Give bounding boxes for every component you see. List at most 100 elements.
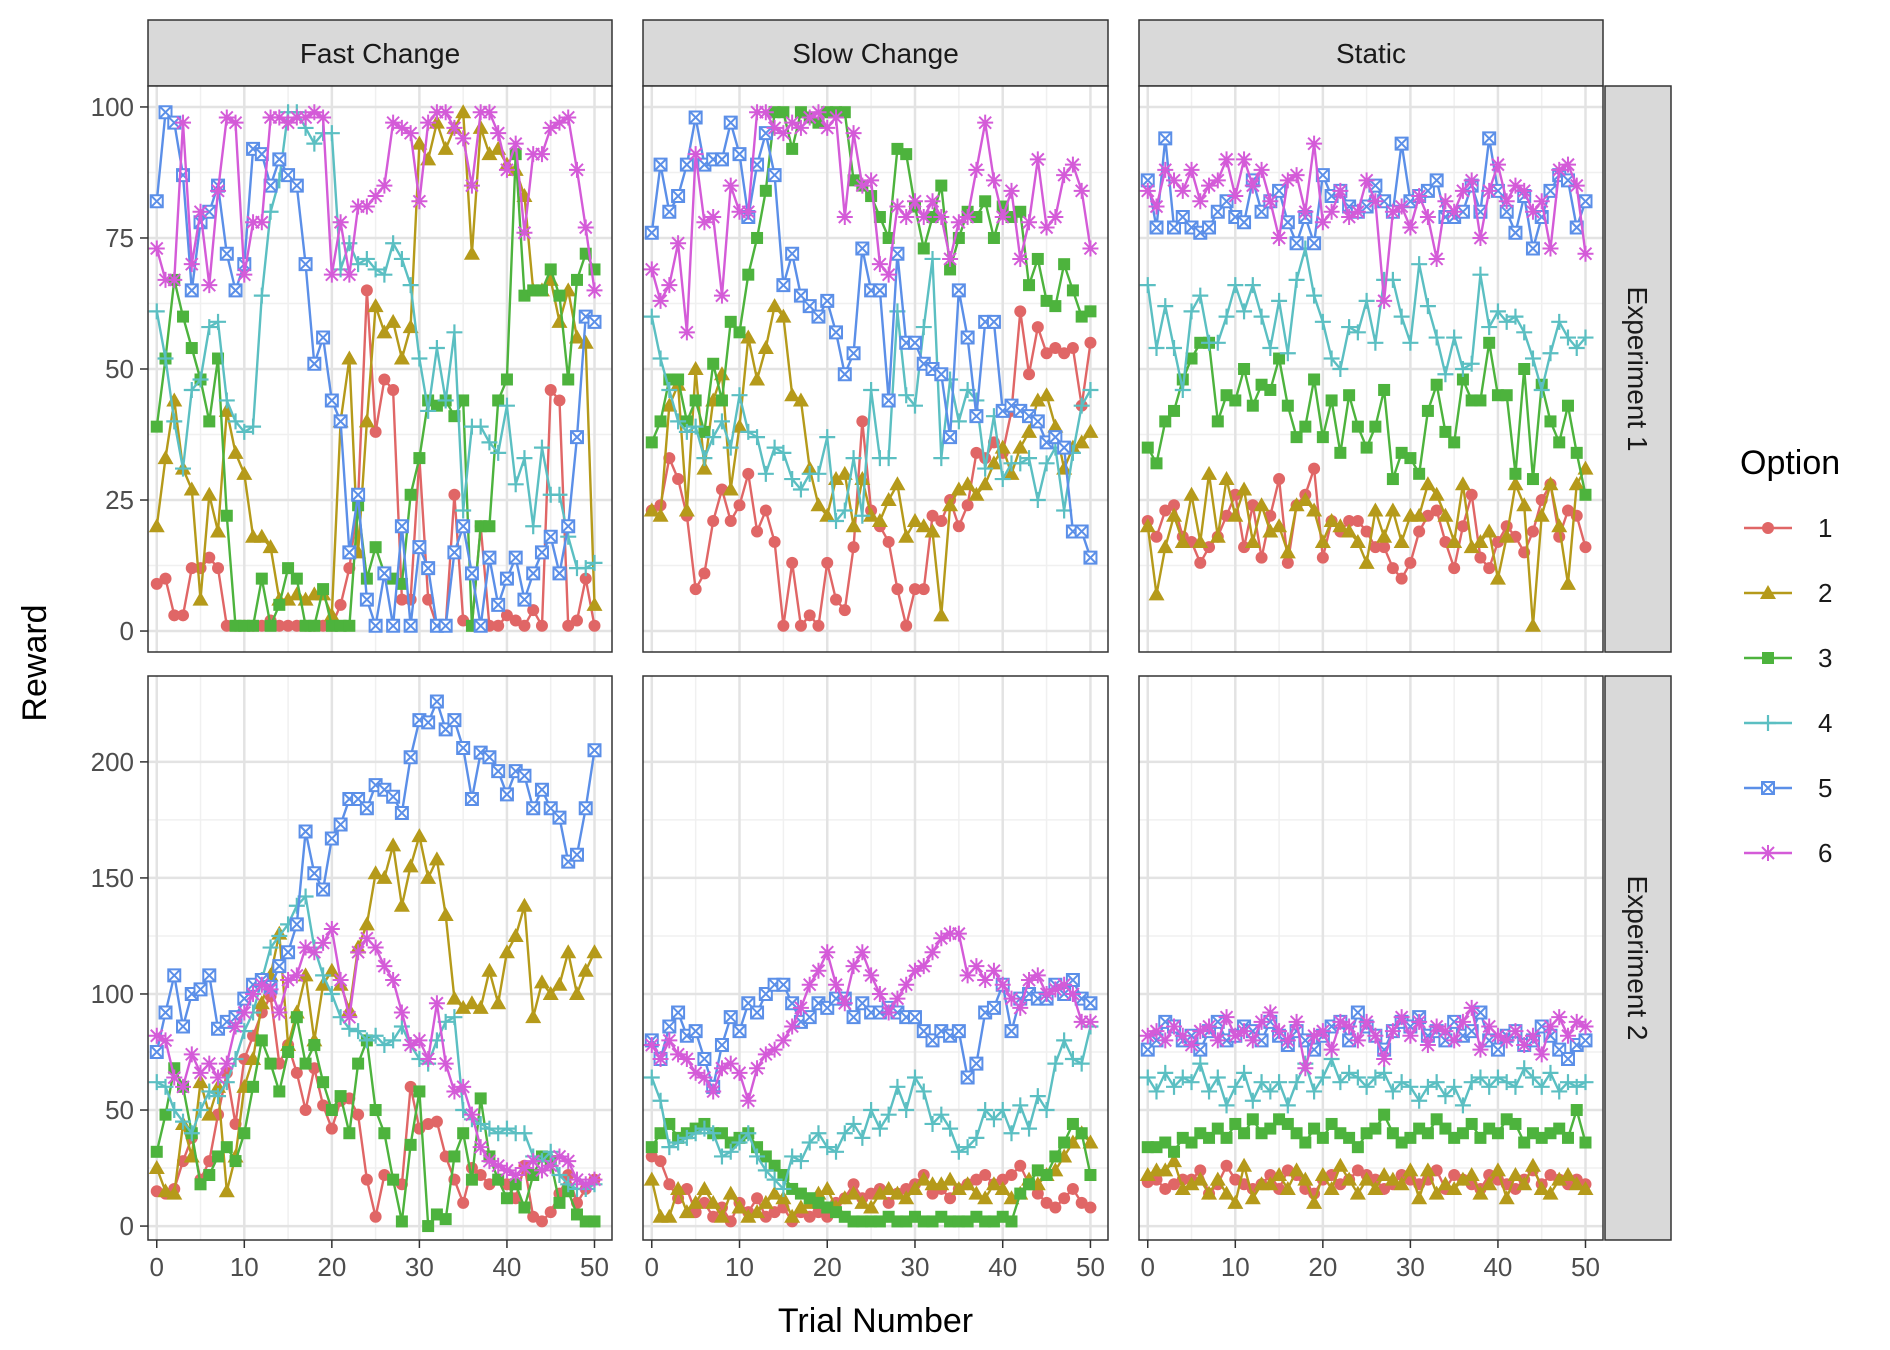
y-tick-label: 0 (120, 616, 134, 646)
data-point-option-4 (792, 1153, 809, 1170)
data-point-option-6 (472, 1139, 489, 1156)
data-point-option-4 (1577, 1074, 1594, 1091)
data-point-option-6 (1139, 182, 1156, 199)
data-point-option-4 (1507, 308, 1524, 325)
data-point-option-6 (1472, 229, 1489, 246)
data-point-option-4 (1559, 329, 1576, 346)
legend-item: 3 (1744, 643, 1832, 673)
data-point-option-1 (786, 556, 799, 569)
data-point-option-1 (1014, 305, 1027, 318)
data-point-option-5 (688, 1024, 703, 1039)
data-point-option-1 (1066, 342, 1079, 355)
data-point-option-6 (1012, 999, 1029, 1016)
data-point-option-2 (1568, 1176, 1585, 1191)
data-point-option-4 (713, 1148, 730, 1165)
data-point-option-5 (1048, 430, 1063, 445)
data-point-option-5 (1543, 183, 1558, 198)
data-point-option-6 (1306, 135, 1323, 152)
data-point-option-6 (731, 1064, 748, 1081)
data-point-option-6 (166, 1069, 183, 1086)
column-strip (642, 19, 1109, 87)
data-point-option-4 (437, 392, 454, 409)
data-point-option-2 (1323, 512, 1340, 527)
data-point-option-1 (1168, 499, 1181, 512)
data-point-option-4 (1341, 1064, 1358, 1081)
data-point-option-6 (280, 972, 297, 989)
legend-item: 5 (1744, 773, 1832, 803)
data-point-option-6 (358, 198, 375, 215)
data-point-option-6 (696, 1069, 713, 1086)
data-point-option-4 (652, 350, 669, 367)
data-point-option-6 (1021, 972, 1038, 989)
data-point-option-2 (1446, 1180, 1463, 1195)
y-tick-label: 75 (105, 223, 134, 253)
data-point-option-4 (1489, 303, 1506, 320)
data-point-option-2 (968, 486, 985, 501)
data-point-option-3 (343, 619, 356, 632)
data-point-option-3 (544, 263, 557, 276)
data-point-option-3 (1439, 1122, 1452, 1135)
data-point-option-5 (167, 968, 182, 983)
data-point-option-4 (1402, 1078, 1419, 1095)
data-point-option-1 (1075, 1196, 1088, 1209)
data-point-option-4 (1358, 292, 1375, 309)
data-point-option-6 (1446, 1032, 1463, 1049)
data-point-option-3 (1509, 467, 1522, 480)
data-point-option-6 (652, 292, 669, 309)
data-point-option-2 (1542, 1185, 1559, 1200)
data-point-option-2 (455, 999, 472, 1014)
data-point-option-6 (297, 939, 314, 956)
data-point-option-6 (968, 161, 985, 178)
data-point-option-2 (472, 119, 489, 134)
data-point-option-4 (880, 1106, 897, 1123)
data-point-option-2 (1358, 554, 1375, 569)
data-point-option-6 (968, 958, 985, 975)
data-point-option-4 (393, 250, 410, 267)
column-strip (147, 19, 613, 87)
data-point-option-2 (871, 512, 888, 527)
data-point-option-6 (586, 1171, 603, 1188)
legend-marker (1762, 652, 1774, 664)
data-point-option-5 (517, 768, 532, 783)
data-point-option-4 (262, 203, 279, 220)
y-tick-label: 50 (105, 1095, 134, 1125)
data-point-option-4 (819, 1139, 836, 1156)
data-point-option-1 (1316, 551, 1329, 564)
data-point-option-1 (1084, 336, 1097, 349)
data-point-option-5 (569, 847, 584, 862)
data-point-option-4 (845, 450, 862, 467)
data-point-option-2 (784, 1208, 801, 1223)
data-point-option-1 (1150, 1173, 1163, 1186)
data-point-option-5 (534, 782, 549, 797)
data-point-option-6 (792, 999, 809, 1016)
data-point-option-5 (219, 246, 234, 261)
facet-panel (642, 675, 1109, 1241)
data-point-option-3 (1553, 1122, 1566, 1135)
data-point-option-6 (784, 1018, 801, 1035)
data-point-option-6 (722, 1055, 739, 1072)
data-point-option-4 (784, 1148, 801, 1165)
data-point-option-2 (1201, 465, 1218, 480)
data-point-option-6 (836, 995, 853, 1012)
data-point-option-5 (934, 367, 949, 382)
data-point-option-2 (1192, 533, 1209, 548)
data-point-option-4 (175, 1113, 192, 1130)
data-point-option-5 (837, 367, 852, 382)
data-point-option-5 (289, 178, 304, 193)
data-point-option-2 (731, 1199, 748, 1214)
data-point-option-5 (688, 110, 703, 125)
data-point-option-2 (933, 1176, 950, 1191)
data-point-option-1 (908, 583, 921, 596)
data-point-option-6 (1454, 1013, 1471, 1030)
data-point-option-4 (358, 1032, 375, 1049)
data-point-option-2 (854, 1194, 871, 1209)
data-point-option-4 (1236, 1064, 1253, 1081)
data-point-option-6 (446, 1083, 463, 1100)
data-point-option-4 (1542, 1064, 1559, 1081)
data-point-option-6 (1073, 182, 1090, 199)
data-point-option-5 (316, 330, 331, 345)
data-point-option-2 (1279, 1180, 1296, 1195)
data-point-option-4 (1358, 1078, 1375, 1095)
data-point-option-5 (1193, 1042, 1208, 1057)
y-axis-title: Reward (16, 604, 54, 721)
